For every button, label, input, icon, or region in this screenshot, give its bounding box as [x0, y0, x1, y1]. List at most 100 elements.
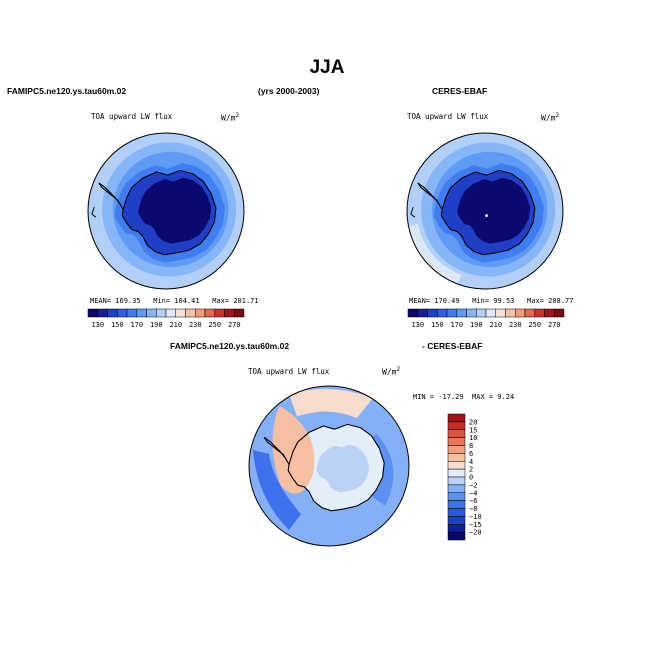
colorbar-swatch: [505, 308, 516, 318]
peninsula-coastline: [417, 182, 443, 210]
colorbar-swatch: [156, 308, 167, 318]
peninsula-coastline: [263, 436, 290, 465]
colorbar-swatch: [447, 492, 466, 501]
colorbar-tick-label: 2: [469, 466, 473, 474]
colorbar-swatch: [165, 308, 176, 318]
plateau-anomaly: [316, 444, 370, 493]
diff-panel-title: TOA upward LW flux: [248, 367, 330, 376]
colorbar-swatch: [447, 429, 466, 438]
model-mean: MEAN= 169.35: [90, 297, 141, 305]
obs-panel-units: W/m2: [541, 112, 559, 123]
colorbar-tick-label: 210: [489, 321, 502, 329]
negative-anomaly-west: [253, 450, 301, 530]
colorbar-tick-label: 230: [189, 321, 202, 329]
colorbar-tick-label: −4: [469, 489, 477, 497]
diff-max: MAX = 9.24: [472, 393, 515, 401]
map-boundary: [248, 385, 410, 547]
colorbar-swatch: [447, 508, 466, 517]
colorbar-swatch: [447, 516, 466, 525]
obs-polar-map: [406, 132, 564, 290]
positive-anomaly-north: [289, 388, 373, 418]
colorbar-tick-label: −20: [469, 529, 482, 537]
colorbar-swatch: [447, 468, 466, 478]
colorbar-swatch: [97, 308, 108, 318]
diff-units-exp: 2: [396, 366, 401, 373]
colorbar-swatch: [447, 445, 466, 454]
obs-stats: MEAN= 170.49 Min= 99.53 Max= 208.77: [409, 297, 573, 305]
obs-min: Min= 99.53: [472, 297, 515, 305]
period-label: (yrs 2000-2003): [258, 86, 320, 96]
colorbar-tick-label: 4: [469, 458, 473, 466]
colorbar-swatch: [204, 308, 215, 318]
colorbar-swatch: [447, 453, 466, 462]
obs-max: Max= 208.77: [527, 297, 574, 305]
colorbar-tick-label: 6: [469, 450, 473, 458]
colorbar-swatch: [126, 308, 137, 318]
colorbar-swatch: [447, 500, 466, 509]
south-america-tip: [91, 206, 97, 218]
colorbar-swatch: [476, 308, 487, 318]
model-min: Min= 104.41: [153, 297, 200, 305]
colorbar-tick-label: 130: [411, 321, 424, 329]
colorbar-tick-label: 170: [450, 321, 463, 329]
model-polar-map: [87, 132, 245, 290]
diff-panel-units: W/m2: [382, 366, 400, 377]
obs-units-text: W/m: [541, 113, 556, 123]
obs-panel-title: TOA upward LW flux: [407, 112, 489, 121]
colorbar-swatch: [447, 413, 466, 423]
model-panel-units: W/m2: [221, 112, 239, 123]
diff-min: MIN = -17.29: [413, 393, 464, 401]
colorbar-swatch: [146, 308, 157, 318]
colorbar-swatch: [87, 308, 98, 318]
colorbar-tick-label: 190: [470, 321, 483, 329]
colorbar-tick-label: 150: [111, 321, 124, 329]
model-max: Max= 201.71: [212, 297, 259, 305]
south-america-tip: [410, 206, 416, 218]
colorbar-swatch: [447, 421, 466, 431]
colorbar-swatch: [446, 308, 457, 318]
colorbar-swatch: [407, 308, 418, 318]
model-case-label: FAMIPC5.ne120.ys.tau60m.02: [7, 86, 127, 96]
colorbar-tick-label: −10: [469, 513, 482, 521]
colorbar-tick-label: 8: [469, 442, 473, 450]
obs-case-label: CERES-EBAF: [432, 86, 488, 96]
antarctica-coastline: [121, 169, 217, 256]
model-panel-title: TOA upward LW flux: [91, 112, 173, 121]
colorbar-swatch: [437, 308, 448, 318]
colorbar-tick-label: 190: [150, 321, 163, 329]
colorbar-swatch: [534, 308, 545, 318]
colorbar-tick-label: 270: [228, 321, 241, 329]
colorbar-tick-label: 20: [469, 418, 477, 426]
colorbar-swatch: [234, 308, 245, 318]
colorbar-swatch: [117, 308, 128, 318]
model-stats: MEAN= 169.35 Min= 104.41 Max= 201.71: [90, 297, 259, 305]
colorbar-tick-label: 0: [469, 474, 473, 482]
model-colorbar: 130 150 170 190 210 230 250 270: [87, 308, 245, 329]
colorbar-swatch: [214, 308, 225, 318]
colorbar-swatch: [466, 308, 477, 318]
colorbar-tick-label: 210: [169, 321, 182, 329]
pole-marker: [485, 214, 488, 218]
colorbar-tick-label: −2: [469, 481, 477, 489]
colorbar-swatch: [456, 308, 467, 318]
difference-polar-map: [248, 385, 410, 547]
colorbar-swatch: [175, 308, 186, 318]
peninsula-coastline: [98, 182, 124, 210]
colorbar-tick-label: 170: [130, 321, 143, 329]
colorbar-tick-label: 230: [509, 321, 522, 329]
warm-outer-sector: [408, 223, 462, 284]
colorbar-swatch: [544, 308, 555, 318]
colorbar-tick-label: 250: [208, 321, 221, 329]
colorbar-tick-label: 270: [548, 321, 561, 329]
colorbar-swatch: [495, 308, 506, 318]
colorbar-swatch: [447, 437, 466, 446]
antarctica-coastline: [440, 169, 536, 256]
map-boundary: [87, 132, 245, 290]
colorbar-swatch: [515, 308, 526, 318]
colorbar-swatch: [554, 308, 565, 318]
figure-title: JJA: [309, 57, 345, 78]
colorbar-tick-label: 130: [91, 321, 104, 329]
colorbar-tick-label: 150: [431, 321, 444, 329]
model-units-text: W/m: [221, 113, 236, 123]
